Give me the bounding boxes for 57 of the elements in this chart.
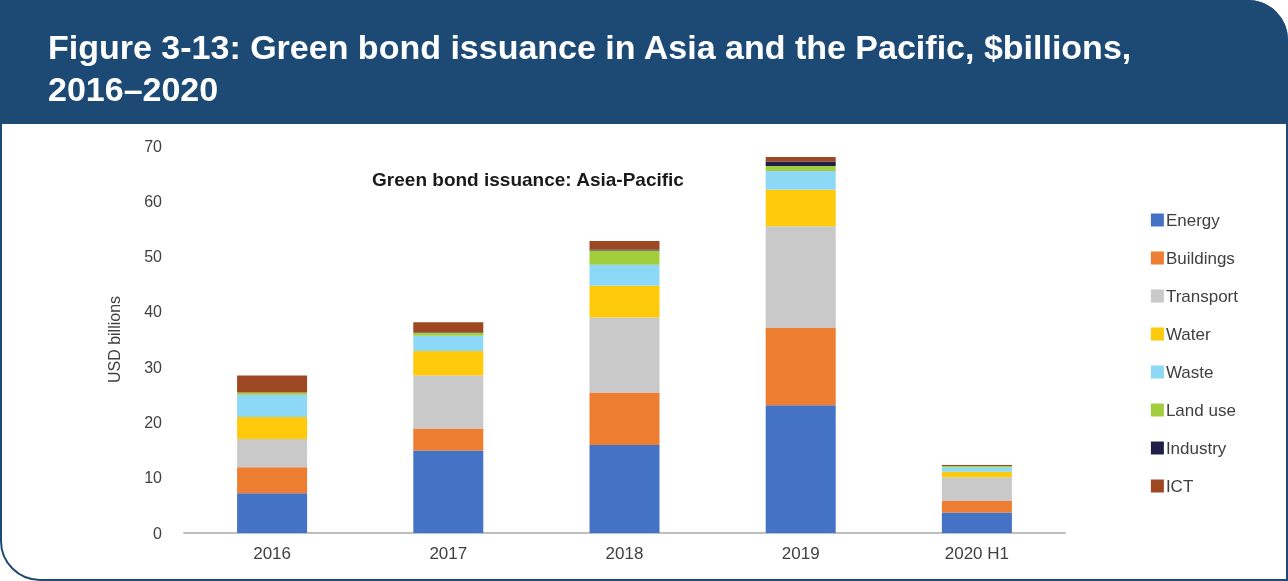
- bar: [765, 157, 836, 162]
- y-tick-label: 50: [144, 248, 163, 266]
- bar: [941, 500, 1012, 513]
- legend-label: Transport: [1165, 286, 1239, 306]
- legend-label: Energy: [1165, 210, 1221, 230]
- x-tick-label: 2017: [429, 544, 468, 563]
- text: Green bond issuance: Asia-Pacific: [372, 169, 685, 190]
- y-tick-label: 20: [144, 413, 163, 431]
- bar: [589, 392, 660, 446]
- bar: [413, 351, 484, 376]
- bar: [237, 416, 308, 440]
- bar: [237, 392, 308, 395]
- bar: [765, 165, 836, 171]
- bar: [589, 250, 660, 265]
- legend-label: Buildings: [1165, 248, 1235, 268]
- bar: [413, 450, 484, 533]
- y-tick-label: 30: [144, 358, 163, 376]
- bar: [237, 493, 308, 533]
- bar: [413, 335, 484, 352]
- x-tick-label: 2020 H1: [944, 544, 1010, 563]
- y-axis-title: USD billions: [105, 295, 123, 384]
- legend-label: Land use: [1165, 400, 1236, 420]
- x-tick-label: 2019: [781, 544, 820, 563]
- y-tick-label: 60: [144, 192, 163, 210]
- bar: [941, 467, 1012, 472]
- bar: [765, 189, 836, 227]
- bar: [589, 241, 660, 250]
- bar: [237, 375, 308, 393]
- legend-label: Waste: [1165, 362, 1214, 382]
- bar: [413, 322, 484, 333]
- bar: [765, 405, 836, 533]
- y-tick-label: 40: [144, 303, 163, 321]
- bar: [765, 327, 836, 406]
- bar: [765, 170, 836, 190]
- bar: [589, 285, 660, 318]
- bar: [941, 512, 1012, 533]
- legend-label: Water: [1165, 324, 1211, 344]
- y-tick-label: 10: [144, 469, 163, 487]
- bar: [237, 394, 308, 417]
- bar: [941, 471, 1012, 478]
- bar: [589, 317, 660, 393]
- chart-title: Figure 3-13: Green bond issuance in Asia and the Pacific, $billions, 2016–2020: [48, 27, 1133, 110]
- y-tick-label: 70: [144, 137, 163, 155]
- bar: [237, 467, 308, 494]
- bar: [589, 264, 660, 286]
- bar: [765, 226, 836, 328]
- x-tick-label: 2016: [253, 544, 292, 563]
- bar: [413, 428, 484, 451]
- bar: [237, 439, 308, 468]
- x-tick-label: 2018: [605, 544, 644, 563]
- bar: [941, 477, 1012, 501]
- legend-label: ICT: [1165, 476, 1194, 496]
- y-tick-label: 0: [153, 524, 163, 542]
- bar: [589, 445, 660, 533]
- bar: [413, 375, 484, 429]
- legend-label: Industry: [1165, 438, 1227, 458]
- bar: [765, 161, 836, 166]
